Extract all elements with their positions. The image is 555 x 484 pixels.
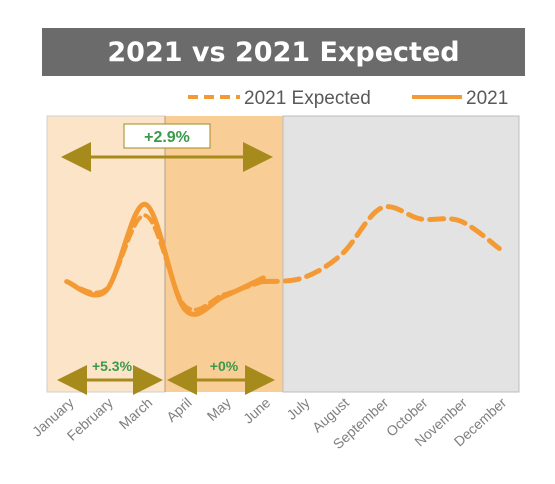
- x-tick-label: June: [240, 394, 273, 426]
- rest-of-year-band: [282, 115, 520, 393]
- legend-actual-label: 2021: [466, 88, 508, 109]
- x-tick-label: July: [283, 394, 312, 423]
- q2-span-label: +0%: [210, 358, 239, 374]
- top-span-box: [123, 123, 211, 149]
- series-layer: [64, 201, 502, 317]
- top-span-label: +2.9%: [144, 129, 190, 146]
- x-tick-label: April: [163, 394, 195, 425]
- q1-span-label: +5.3%: [92, 358, 133, 374]
- x-tick-label: March: [116, 394, 156, 432]
- series-2021-line: [64, 201, 266, 317]
- chart-title-bar: 2021 vs 2021 Expected: [42, 28, 525, 76]
- series-2021-expected-line: [260, 204, 502, 285]
- legend-expected-label: 2021 Expected: [244, 88, 371, 109]
- x-tick-label: May: [204, 394, 234, 424]
- chart-title: 2021 vs 2021 Expected: [107, 36, 460, 68]
